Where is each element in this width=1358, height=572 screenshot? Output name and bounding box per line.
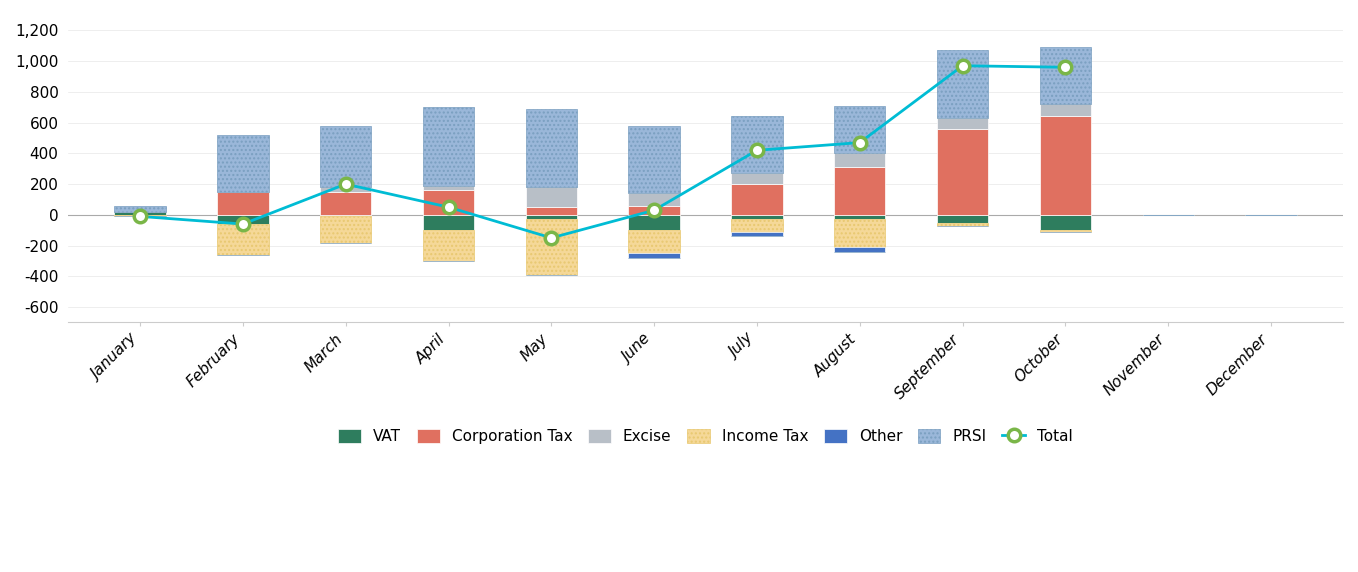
Bar [422,230,474,261]
Total [955,62,971,69]
Bar [526,207,577,215]
Bar [526,109,577,187]
Total [440,204,456,210]
Bar [834,220,885,247]
Bar [731,117,782,173]
Bar [1040,215,1090,230]
Total [338,181,354,188]
Bar [1040,47,1090,104]
Bar [937,50,989,118]
Bar [320,216,371,243]
Total [132,213,148,220]
Bar [114,205,166,212]
Total [543,235,559,241]
Bar [937,118,989,129]
Bar [731,215,782,220]
Bar [422,107,474,186]
Total [748,147,765,154]
Bar [1040,104,1090,117]
Total [646,207,663,214]
Bar [731,220,782,232]
Bar [114,212,166,215]
Bar [422,186,474,190]
Bar [422,215,474,230]
Bar [731,173,782,184]
Bar [937,215,989,223]
Bar [629,215,680,230]
Bar [834,153,885,167]
Bar [834,247,885,252]
Bar [629,205,680,215]
Bar [217,224,269,255]
Bar [731,232,782,236]
Bar [320,187,371,192]
Bar [1040,230,1090,232]
Bar [526,220,577,275]
Total [1058,64,1074,71]
Bar [217,215,269,224]
Bar [526,187,577,207]
Bar [834,106,885,153]
Bar [834,167,885,215]
Bar [731,184,782,215]
Bar [217,192,269,215]
Line: Total: Total [134,59,1071,244]
Bar [114,215,166,216]
Bar [834,215,885,220]
Legend: VAT, Corporation Tax, Excise, Income Tax, Other, PRSI, Total: VAT, Corporation Tax, Excise, Income Tax… [338,429,1073,444]
Bar [320,215,371,216]
Bar [1040,117,1090,215]
Total [851,139,868,146]
Bar [217,135,269,192]
Bar [320,192,371,215]
Bar [937,129,989,215]
Bar [629,230,680,253]
Total [235,221,251,228]
Bar [526,215,577,220]
Bar [629,193,680,205]
Bar [937,223,989,225]
Bar [629,253,680,258]
Bar [422,190,474,215]
Bar [629,126,680,193]
Bar [320,126,371,187]
